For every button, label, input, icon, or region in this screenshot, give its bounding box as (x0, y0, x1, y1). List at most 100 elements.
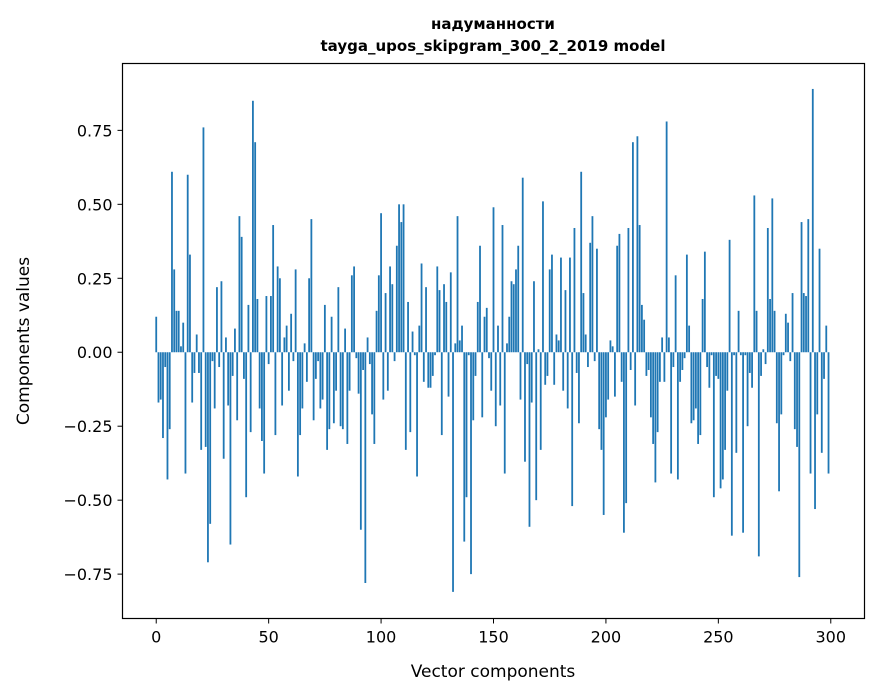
bar (256, 298, 259, 353)
bar (611, 346, 614, 353)
bar (692, 352, 695, 421)
bar (344, 328, 346, 353)
x-axis-ticks: 0 50 100 150 200 250 300 (151, 618, 846, 647)
bar (578, 352, 580, 424)
bar (211, 352, 214, 362)
bar (422, 352, 425, 382)
bar (609, 340, 612, 353)
bar (544, 352, 547, 385)
bar (663, 352, 666, 382)
bar (676, 352, 679, 480)
bar (814, 352, 816, 510)
bar (236, 352, 239, 421)
bar (647, 352, 650, 370)
bar (323, 304, 326, 353)
bar (562, 352, 565, 391)
bar (593, 352, 596, 362)
bar (778, 352, 780, 492)
x-tick-label: 300 (815, 628, 846, 647)
bar (481, 352, 484, 418)
bar (501, 225, 504, 353)
bar (276, 266, 279, 353)
bar (348, 352, 351, 391)
bar (270, 296, 272, 353)
bar (600, 352, 603, 450)
bar (560, 257, 562, 353)
bar (748, 352, 751, 373)
bar (575, 352, 578, 373)
bar (220, 281, 223, 353)
bar (553, 352, 556, 385)
bar (784, 313, 787, 353)
bar (389, 266, 391, 353)
bar (200, 352, 203, 450)
bar (207, 352, 209, 563)
bar (805, 296, 807, 353)
bar (584, 334, 587, 353)
bar (645, 352, 648, 376)
bar (535, 352, 538, 501)
bar (701, 298, 704, 353)
bar (240, 236, 243, 353)
y-tick-label: −0.50 (63, 491, 112, 510)
bar (168, 352, 171, 430)
bar (332, 352, 335, 424)
bar (380, 213, 382, 353)
bar (222, 352, 225, 459)
bar (809, 352, 812, 474)
bar (530, 352, 533, 403)
bar (420, 263, 423, 353)
bar (715, 352, 717, 376)
bar (735, 352, 738, 453)
bar (712, 352, 715, 498)
bar (589, 242, 592, 353)
bar (366, 337, 369, 353)
chart-title: надуманности (431, 15, 555, 33)
bar (337, 287, 340, 353)
bar (506, 343, 508, 353)
bar (353, 266, 355, 353)
bar (510, 281, 513, 353)
bar (180, 346, 182, 353)
bar (357, 352, 360, 394)
bar (404, 352, 407, 450)
bar (823, 352, 825, 379)
bar (452, 352, 454, 592)
bar (618, 233, 621, 353)
bar (162, 352, 164, 439)
y-axis-label: Components values (14, 257, 34, 425)
bar (546, 352, 549, 376)
bar (796, 352, 798, 447)
bar (326, 352, 329, 450)
bar (386, 352, 389, 391)
bar (827, 352, 830, 474)
y-tick-label: −0.25 (63, 417, 112, 436)
bar (497, 325, 499, 353)
bar (670, 352, 673, 474)
bar (409, 352, 412, 433)
bar (616, 245, 619, 353)
bar (229, 352, 232, 545)
bar (571, 352, 574, 507)
bar (463, 352, 466, 542)
bar (688, 325, 691, 353)
bar (458, 340, 461, 353)
bar (173, 269, 176, 353)
bar (434, 352, 436, 356)
bar (191, 352, 194, 403)
bar (368, 352, 371, 365)
y-tick-label: 0.00 (77, 343, 113, 362)
bar (566, 352, 569, 409)
bar (416, 352, 418, 477)
bar (769, 298, 771, 353)
bar (171, 171, 173, 353)
bar (182, 322, 185, 353)
bar (310, 219, 313, 353)
bar (175, 310, 178, 353)
bar (524, 352, 526, 462)
bar (479, 245, 481, 353)
bar (411, 331, 414, 353)
bar (213, 352, 216, 409)
bar (227, 352, 230, 406)
bar (308, 278, 311, 353)
